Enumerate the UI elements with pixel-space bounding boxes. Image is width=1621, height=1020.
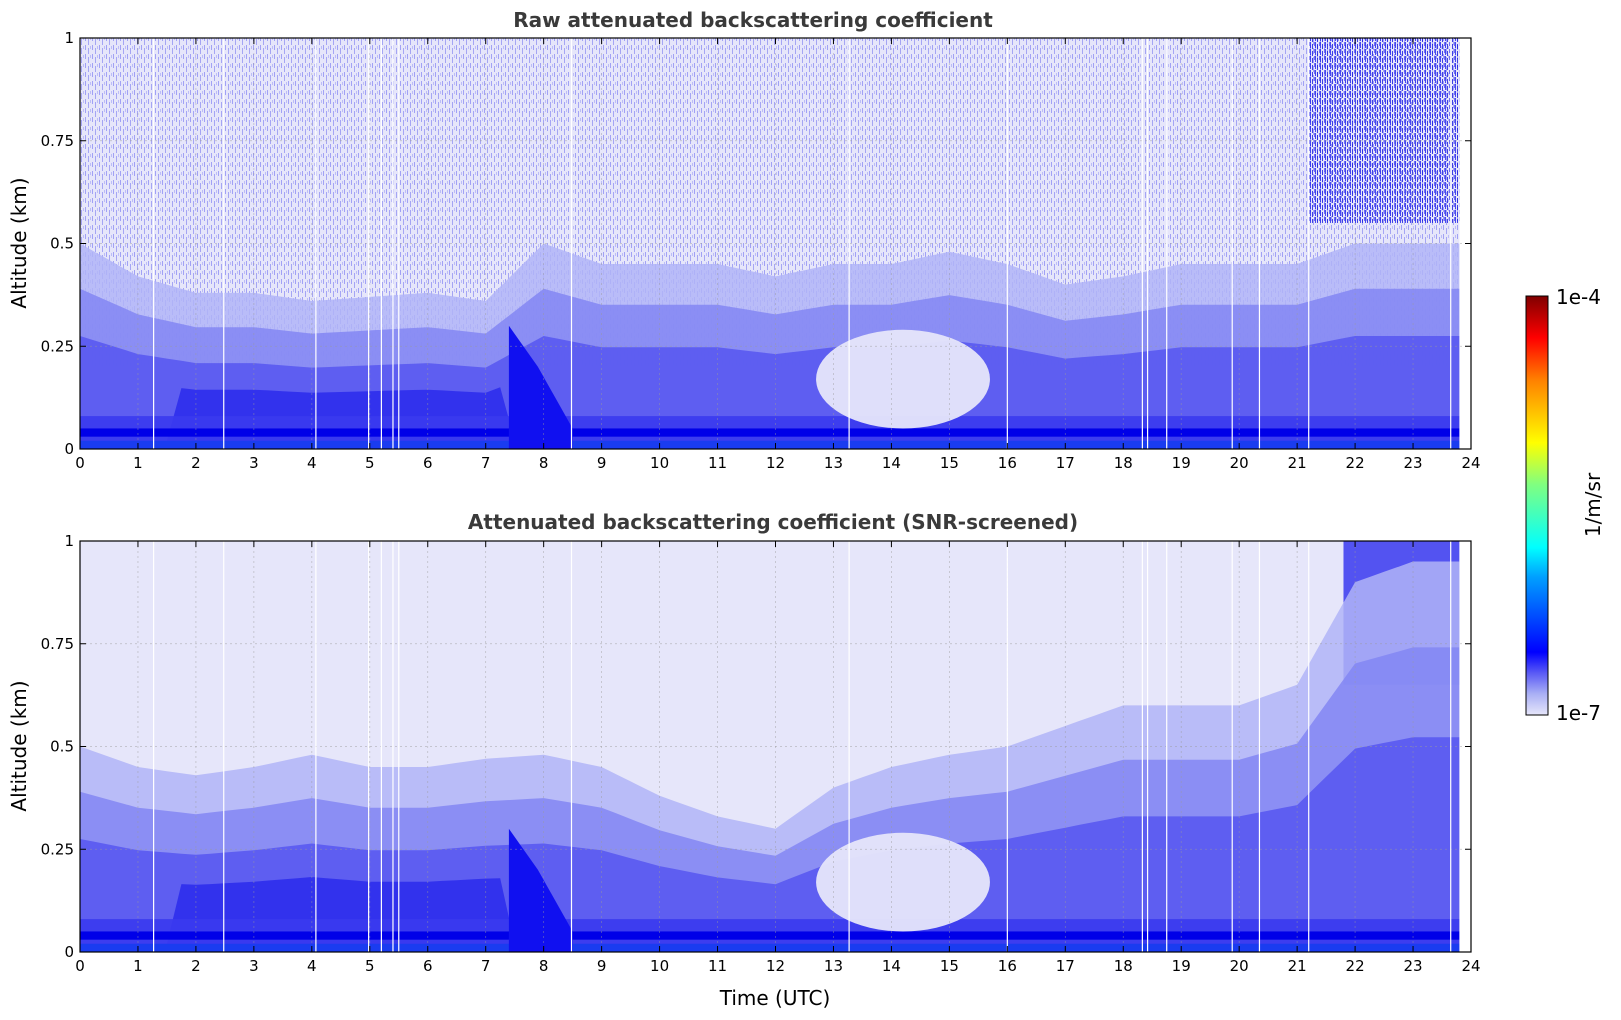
raw-backscatter-panel: Raw attenuated backscattering coefficien… (7, 8, 1481, 472)
y-tick-label: 0 (64, 943, 74, 961)
x-tick-label: 0 (75, 454, 85, 472)
x-tick-label: 16 (998, 454, 1017, 472)
x-tick-label: 19 (1172, 957, 1191, 975)
x-tick-label: 4 (307, 957, 317, 975)
x-tick-label: 17 (1056, 454, 1075, 472)
x-tick-label: 18 (1114, 454, 1133, 472)
plume (508, 828, 573, 952)
x-tick-label: 24 (1461, 957, 1480, 975)
x-tick-label: 11 (708, 454, 727, 472)
x-tick-label: 1 (133, 454, 143, 472)
x-tick-label: 13 (824, 957, 843, 975)
y-tick-label: 1 (64, 532, 74, 550)
x-tick-label: 9 (597, 454, 607, 472)
x-tick-label: 20 (1230, 454, 1249, 472)
x-tick-label: 11 (708, 957, 727, 975)
x-tick-label: 14 (882, 454, 901, 472)
x-tick-label: 5 (365, 957, 375, 975)
x-tick-label: 2 (191, 957, 201, 975)
colorbar-min-label: 1e-7 (1556, 701, 1601, 725)
clear-pocket (816, 329, 990, 429)
x-tick-label: 17 (1056, 957, 1075, 975)
y-tick-label: 0.25 (41, 337, 74, 355)
x-tick-label: 7 (481, 454, 491, 472)
x-tick-label: 0 (75, 957, 85, 975)
x-tick-label: 22 (1346, 957, 1365, 975)
x-tick-label: 6 (423, 957, 433, 975)
colorbar-gradient (1525, 295, 1549, 716)
x-tick-label: 23 (1403, 957, 1422, 975)
panel1-title: Raw attenuated backscattering coefficien… (513, 8, 993, 32)
y-tick-label: 0.5 (50, 738, 74, 756)
x-tick-label: 10 (650, 957, 669, 975)
y-tick-label: 0.75 (41, 132, 74, 150)
panel2-backscatter-field (79, 541, 1472, 952)
x-tick-label: 24 (1461, 454, 1480, 472)
surface-layer-base (80, 440, 1460, 449)
panel1-ticks: 0 1 2 3 4 5 6 7 8 9 10 11 12 13 14 15 16 17 18 19 20 21 22 23 24… (41, 29, 1481, 472)
screened-backscatter-panel: Attenuated backscattering coefficient (S… (7, 510, 1481, 1010)
x-tick-label: 8 (539, 454, 549, 472)
x-tick-label: 4 (307, 454, 317, 472)
x-tick-label: 16 (998, 957, 1017, 975)
x-tick-label: 23 (1403, 454, 1422, 472)
x-tick-label: 7 (481, 957, 491, 975)
x-tick-label: 14 (882, 957, 901, 975)
y-tick-label: 0.25 (41, 840, 74, 858)
x-tick-label: 6 (423, 454, 433, 472)
x-tick-label: 15 (940, 454, 959, 472)
x-tick-label: 5 (365, 454, 375, 472)
panel2-y-axis-label: Altitude (km) (7, 680, 31, 811)
y-tick-label: 1 (64, 29, 74, 47)
x-tick-label: 9 (597, 957, 607, 975)
surface-layer-strong (80, 428, 1460, 437)
x-tick-label: 1 (133, 957, 143, 975)
x-tick-label: 21 (1288, 957, 1307, 975)
panel1-y-axis-label: Altitude (km) (7, 177, 31, 308)
x-tick-label: 12 (766, 454, 785, 472)
x-tick-label: 3 (249, 957, 259, 975)
x-tick-label: 3 (249, 454, 259, 472)
panel1-backscatter-field (79, 38, 1472, 449)
x-tick-label: 15 (940, 957, 959, 975)
x-tick-label: 22 (1346, 454, 1365, 472)
surface-layer-base (80, 943, 1460, 952)
colorbar-max-label: 1e-4 (1556, 285, 1601, 309)
panel2-title: Attenuated backscattering coefficient (S… (468, 510, 1078, 534)
x-tick-label: 8 (539, 957, 549, 975)
colorbar-units-label: 1/m/sr (1581, 472, 1605, 537)
x-axis-label: Time (UTC) (719, 986, 831, 1010)
y-tick-label: 0 (64, 440, 74, 458)
x-tick-label: 13 (824, 454, 843, 472)
x-tick-label: 21 (1288, 454, 1307, 472)
panel2-ticks: 0 1 2 3 4 5 6 7 8 9 10 11 12 13 14 15 16 17 18 19 20 21 22 23 24… (41, 532, 1481, 975)
x-tick-label: 19 (1172, 454, 1191, 472)
clear-pocket (816, 832, 990, 932)
plume (508, 325, 573, 449)
x-tick-label: 20 (1230, 957, 1249, 975)
x-tick-label: 12 (766, 957, 785, 975)
y-tick-label: 0.5 (50, 235, 74, 253)
x-tick-label: 18 (1114, 957, 1133, 975)
y-tick-label: 0.75 (41, 635, 74, 653)
colorbar: 1e-4 1e-7 1/m/sr (1525, 285, 1605, 725)
surface-layer-strong (80, 931, 1460, 940)
x-tick-label: 10 (650, 454, 669, 472)
cloud-layer-upper (1308, 38, 1460, 223)
x-tick-label: 2 (191, 454, 201, 472)
